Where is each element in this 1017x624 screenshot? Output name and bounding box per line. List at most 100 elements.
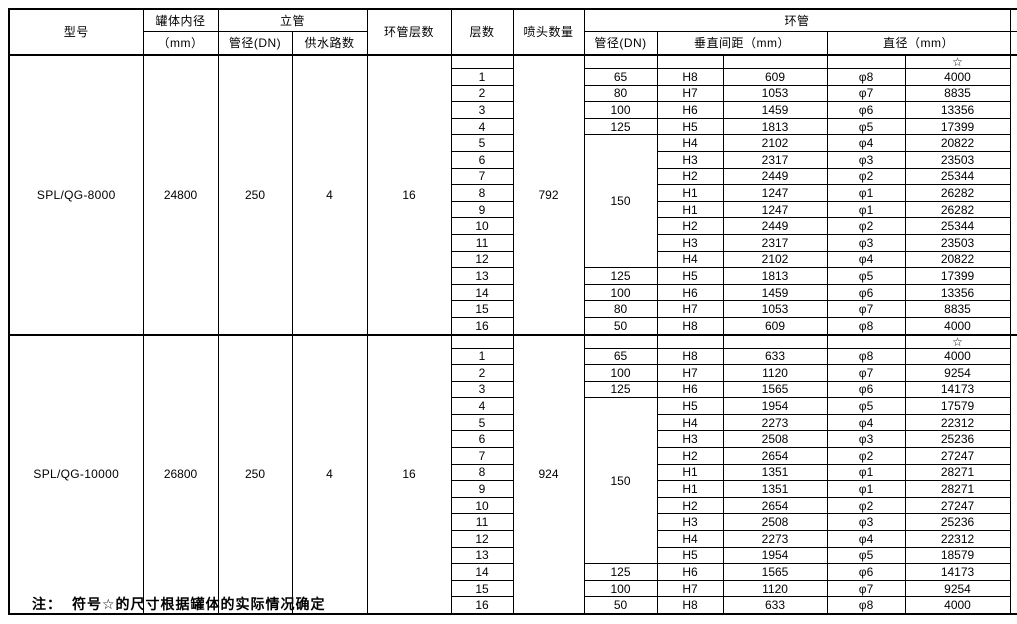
header-row-sub: （mm） 管径(DN) 供水路数 管径(DN) 垂直间距（mm） 直径（mm） … [9,31,1017,56]
layer-number-cell: 2 [450,364,514,382]
layer-number-cell: 12 [450,530,514,548]
diameter-label-cell: φ4 [826,250,906,269]
diameter-label-cell: φ5 [826,117,906,136]
layer-number-cell: 15 [450,300,514,318]
ring-h-label-cell: H7 [656,364,724,382]
spacing-spacer [722,54,828,69]
inner-diameter-cell: 24800 [142,54,219,335]
diameter-value-cell: 23503 [904,150,1011,169]
diameter-value-cell: 9254 [904,364,1011,382]
ring-h-label-cell: H2 [656,167,724,186]
vertical-spacing-cell: 2508 [722,513,828,532]
layer-number-cell: 9 [450,200,514,219]
diameter-label-cell: φ2 [826,217,906,235]
layer-number-cell: 6 [450,150,514,169]
table-row: 2 100 H7 1120 φ7 9254 [9,364,1017,382]
header-model: 型号 [8,8,144,56]
diameter-label-cell: φ2 [826,447,906,465]
diameter-label-cell: φ5 [826,397,906,415]
ring-h-label-cell: H7 [656,84,724,103]
header-total-flow: 总流量 [1009,8,1017,32]
ring-h-label-cell: H8 [656,347,724,366]
vertical-spacing-cell: 609 [722,316,828,336]
inner-diameter-cell: 26800 [142,333,219,615]
layer-number-cell: 4 [450,117,514,136]
vertical-spacing-cell: 1120 [722,364,828,382]
layer-number-cell: 10 [450,217,514,235]
diameter-value-cell: 22312 [904,530,1011,548]
vertical-spacing-cell: 2273 [722,413,828,432]
star-marker: ☆ [904,54,1011,69]
table-row: 3 100 H6 1459 φ6 13356 [9,101,1017,119]
vertical-spacing-cell: 2317 [722,150,828,169]
layer-spacer [450,333,514,349]
table-row: 14 125 H6 1565 φ6 14173 [9,563,1017,581]
diameter-value-cell: 26282 [904,184,1011,202]
diameter-value-cell: 4000 [904,68,1011,86]
total-flow-cell: 339.20 [1009,333,1017,615]
ring-h-label-cell: H5 [656,117,724,136]
table-row: 13 125 H5 1813 φ5 17399 [9,267,1017,285]
vertical-spacing-cell: 2654 [722,496,828,515]
ring-h-label-cell: H8 [656,68,724,86]
star-marker: ☆ [904,333,1011,349]
ring-h-label-cell: H6 [656,563,724,581]
layer-number-cell: 6 [450,430,514,449]
ring-dn-cell: 125 [583,117,658,136]
diameter-value-cell: 25236 [904,513,1011,532]
ring-h-label-cell: H4 [656,530,724,548]
table-row: 15 80 H7 1053 φ7 8835 [9,300,1017,318]
diameter-value-cell: 18579 [904,546,1011,565]
table-row: 7 H2 2449 φ2 25344 [9,167,1017,186]
layer-number-cell: 7 [450,167,514,186]
ring-h-label-cell: H8 [656,316,724,336]
diameter-value-cell: 17579 [904,397,1011,415]
ring-layers-cell: 16 [366,333,452,615]
vertical-spacing-cell: 1247 [722,200,828,219]
diameter-value-cell: 8835 [904,84,1011,103]
diameter-label-cell: φ5 [826,267,906,285]
diameter-value-cell: 22312 [904,413,1011,432]
table-row: 5 150 H4 2102 φ4 20822 [9,134,1017,269]
table-header: 型号 罐体内径 立管 环管层数 层数 喷头数量 环管 总流量 （mm） 管径(D… [8,8,1017,56]
ring-dn-cell: 100 [583,579,658,598]
diameter-value-cell: 27247 [904,496,1011,515]
diameter-label-cell: φ1 [826,463,906,482]
ring-dn-cell: 100 [583,364,658,382]
table-row: 16 50 H8 609 φ8 4000 [9,316,1017,336]
table-row: 12 H4 2273 φ4 22312 [9,530,1017,548]
nozzle-count-cell: 924 [512,333,585,615]
model-cell: SPL/QG-10000 [8,333,144,615]
vertical-spacing-cell: 1813 [722,267,828,285]
diameter-value-cell: 28271 [904,463,1011,482]
diameter-value-cell: 25344 [904,217,1011,235]
model-cell: SPL/QG-8000 [8,54,144,335]
layer-number-cell: 4 [450,397,514,415]
vertical-spacing-cell: 633 [722,347,828,366]
diameter-value-cell: 17399 [904,117,1011,136]
table-row: 11 H3 2317 φ3 23503 [9,233,1017,252]
layer-number-cell: 1 [450,68,514,86]
ring-h-label-cell: H6 [656,101,724,119]
table-row: 12 H4 2102 φ4 20822 [9,250,1017,269]
diameter-value-cell: 20822 [904,250,1011,269]
ring-dn-cell: 50 [583,316,658,336]
vertical-spacing-cell: 1459 [722,101,828,119]
layer-number-cell: 1 [450,347,514,366]
ring-dn-cell: 80 [583,300,658,318]
diameter-value-cell: 25236 [904,430,1011,449]
diameter-value-cell: 23503 [904,233,1011,252]
table-row: 3 125 H6 1565 φ6 14173 [9,380,1017,399]
diameter-value-cell: 4000 [904,347,1011,366]
diameter-label-cell: φ6 [826,380,906,399]
vertical-spacing-cell: 1954 [722,546,828,565]
diameter-label-cell: φ1 [826,200,906,219]
vertical-spacing-cell: 2508 [722,430,828,449]
spec-sheet: 型号 罐体内径 立管 环管层数 层数 喷头数量 环管 总流量 （mm） 管径(D… [0,8,1017,624]
ring-h-label-cell: H1 [656,184,724,202]
table-body: SPL/QG-800024800250416792☆290.40165H8609… [8,54,1017,615]
layer-number-cell: 5 [450,134,514,152]
header-nozzle-count: 喷头数量 [512,8,585,56]
dia-label-spacer [826,333,906,349]
layer-number-cell: 11 [450,513,514,532]
